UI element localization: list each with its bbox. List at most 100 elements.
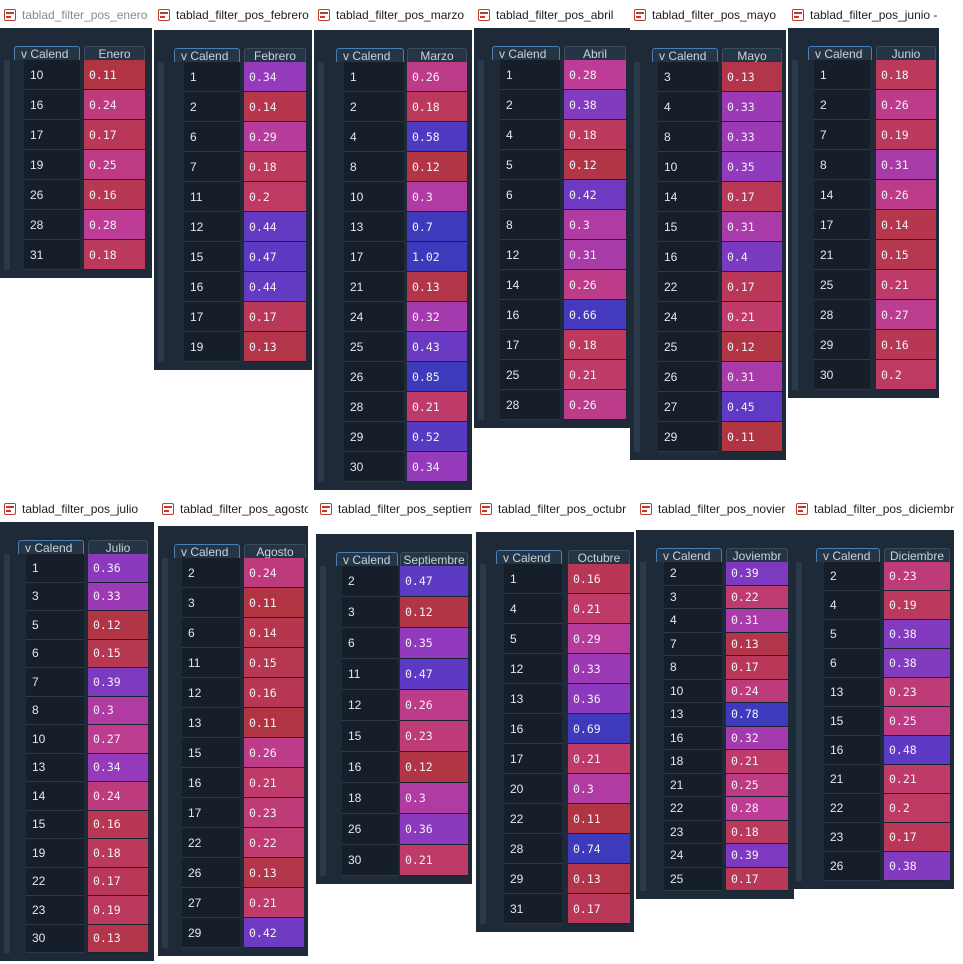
- table-row[interactable]: 1 0.34: [154, 62, 312, 92]
- table-row[interactable]: 19 0.25: [0, 150, 152, 180]
- table-row[interactable]: 29 0.42: [158, 918, 308, 948]
- value-cell[interactable]: 0.17: [722, 182, 782, 212]
- value-cell[interactable]: 0.12: [400, 597, 468, 628]
- value-cell[interactable]: 0.13: [568, 864, 630, 894]
- value-cell[interactable]: 0.11: [84, 60, 145, 90]
- value-cell[interactable]: 0.36: [400, 814, 468, 845]
- window-title-bar[interactable]: tablad_filter_pos_julio: [0, 494, 154, 524]
- day-cell[interactable]: 6: [182, 618, 240, 648]
- table-row[interactable]: 16 0.24: [0, 90, 152, 120]
- window-title-bar[interactable]: tablad_filter_pos_octubr: [476, 494, 634, 524]
- day-cell[interactable]: 4: [664, 609, 722, 633]
- window-title-bar[interactable]: tablad_filter_pos_mayo: [630, 0, 786, 30]
- value-cell[interactable]: 0.48: [884, 736, 950, 765]
- value-cell[interactable]: 0.38: [884, 649, 950, 678]
- day-cell[interactable]: 3: [664, 585, 722, 609]
- day-cell[interactable]: 1: [184, 62, 240, 92]
- value-cell[interactable]: 0.21: [400, 845, 468, 876]
- table-row[interactable]: 13 0.11: [158, 708, 308, 738]
- table-row[interactable]: 26 0.36: [316, 814, 472, 845]
- value-cell[interactable]: 0.34: [407, 452, 467, 482]
- value-cell[interactable]: 0.27: [88, 725, 148, 754]
- table-row[interactable]: 16 0.48: [792, 736, 954, 765]
- table-row[interactable]: 7 0.13: [636, 632, 794, 656]
- column-header-month[interactable]: Enero: [84, 46, 145, 60]
- value-cell[interactable]: 0.78: [726, 703, 788, 727]
- value-cell[interactable]: 0.18: [244, 152, 306, 182]
- table-row[interactable]: 26 0.85: [314, 362, 472, 392]
- value-cell[interactable]: 0.18: [564, 120, 626, 150]
- value-cell[interactable]: 0.85: [407, 362, 467, 392]
- table-row[interactable]: 3 0.22: [636, 585, 794, 609]
- table-row[interactable]: 6 0.15: [0, 639, 154, 668]
- day-cell[interactable]: 6: [342, 628, 398, 659]
- table-row[interactable]: 1 0.28: [474, 60, 630, 90]
- value-cell[interactable]: 0.58: [407, 122, 467, 152]
- column-header-index[interactable]: Calend: [18, 540, 84, 554]
- value-cell[interactable]: 0.21: [568, 594, 630, 624]
- table-row[interactable]: 16 0.21: [158, 768, 308, 798]
- table-row[interactable]: 28 0.26: [474, 390, 630, 420]
- column-header-index[interactable]: Calend: [492, 46, 560, 60]
- value-cell[interactable]: 0.13: [407, 272, 467, 302]
- value-cell[interactable]: 0.14: [244, 618, 304, 648]
- value-cell[interactable]: 0.11: [568, 804, 630, 834]
- table-row[interactable]: 15 0.47: [154, 242, 312, 272]
- value-cell[interactable]: 0.26: [876, 90, 936, 120]
- day-cell[interactable]: 8: [344, 152, 404, 182]
- day-cell[interactable]: 22: [664, 797, 722, 821]
- value-cell[interactable]: 0.26: [400, 690, 468, 721]
- table-row[interactable]: 8 0.33: [630, 122, 786, 152]
- day-cell[interactable]: 17: [500, 330, 560, 360]
- value-cell[interactable]: 0.4: [722, 242, 782, 272]
- table-row[interactable]: 2 0.18: [314, 92, 472, 122]
- value-cell[interactable]: 0.21: [722, 302, 782, 332]
- value-cell[interactable]: 0.21: [568, 744, 630, 774]
- table-row[interactable]: 25 0.21: [788, 270, 939, 300]
- table-row[interactable]: 8 0.31: [788, 150, 939, 180]
- value-cell[interactable]: 0.25: [884, 707, 950, 736]
- table-row[interactable]: 27 0.21: [158, 888, 308, 918]
- table-row[interactable]: 2 0.14: [154, 92, 312, 122]
- value-cell[interactable]: 0.21: [244, 888, 304, 918]
- value-cell[interactable]: 0.14: [876, 210, 936, 240]
- table-row[interactable]: 13 0.36: [476, 684, 634, 714]
- value-cell[interactable]: 0.33: [722, 122, 782, 152]
- table-row[interactable]: 7 0.18: [154, 152, 312, 182]
- day-cell[interactable]: 23: [26, 896, 84, 925]
- day-cell[interactable]: 7: [814, 120, 870, 150]
- value-cell[interactable]: 0.36: [88, 554, 148, 583]
- day-cell[interactable]: 28: [344, 392, 404, 422]
- day-cell[interactable]: 13: [182, 708, 240, 738]
- day-cell[interactable]: 14: [26, 782, 84, 811]
- column-header-month[interactable]: Abril: [564, 46, 626, 60]
- column-header-month[interactable]: Febrero: [244, 48, 306, 62]
- table-row[interactable]: 15 0.16: [0, 810, 154, 839]
- day-cell[interactable]: 10: [26, 725, 84, 754]
- day-cell[interactable]: 29: [658, 422, 718, 452]
- day-cell[interactable]: 22: [182, 828, 240, 858]
- table-row[interactable]: 20 0.3: [476, 774, 634, 804]
- table-row[interactable]: 25 0.12: [630, 332, 786, 362]
- day-cell[interactable]: 5: [500, 150, 560, 180]
- value-cell[interactable]: 0.21: [726, 750, 788, 774]
- day-cell[interactable]: 29: [814, 330, 870, 360]
- day-cell[interactable]: 8: [500, 210, 560, 240]
- value-cell[interactable]: 0.16: [88, 810, 148, 839]
- column-header-index[interactable]: Calend: [174, 48, 240, 62]
- column-header-month[interactable]: Junio: [876, 46, 936, 60]
- table-row[interactable]: 8 0.3: [474, 210, 630, 240]
- day-cell[interactable]: 2: [344, 92, 404, 122]
- value-cell[interactable]: 0.17: [726, 867, 788, 891]
- table-row[interactable]: 17 1.02: [314, 242, 472, 272]
- day-cell[interactable]: 1: [500, 60, 560, 90]
- table-row[interactable]: 8 0.17: [636, 656, 794, 680]
- window-title-bar[interactable]: tablad_filter_pos_novier: [636, 494, 794, 524]
- day-cell[interactable]: 29: [504, 864, 562, 894]
- value-cell[interactable]: 0.23: [244, 798, 304, 828]
- value-cell[interactable]: 0.45: [722, 392, 782, 422]
- table-row[interactable]: 17 0.21: [476, 744, 634, 774]
- table-row[interactable]: 26 0.13: [158, 858, 308, 888]
- day-cell[interactable]: 14: [658, 182, 718, 212]
- table-row[interactable]: 1 0.26: [314, 62, 472, 92]
